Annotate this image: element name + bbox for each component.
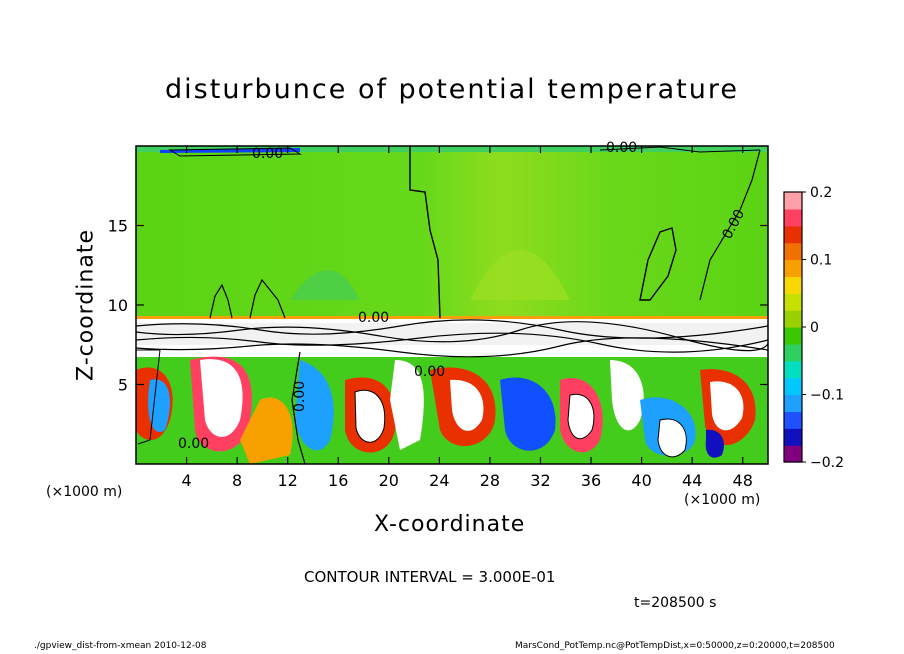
x-tick-label: 12 (278, 471, 298, 490)
x-tick-label: 20 (379, 471, 399, 490)
contour-interval-label: CONTOUR INTERVAL = 3.000E-01 (304, 568, 556, 586)
x-tick-label: 48 (733, 471, 753, 490)
colorbar-swatch (784, 327, 802, 345)
blob (710, 381, 744, 431)
blob (450, 379, 484, 431)
blob (355, 390, 385, 443)
blob (658, 419, 687, 457)
blob (148, 379, 170, 432)
colorbar-swatch (784, 192, 802, 210)
inversion-band-warm (136, 316, 768, 319)
x-tick-label: 28 (480, 471, 500, 490)
x-tick-label: 24 (429, 471, 449, 490)
mixed-top (136, 345, 768, 357)
x-tick-label: 16 (328, 471, 348, 490)
blob (295, 360, 334, 451)
colorbar-swatch (784, 293, 802, 311)
x-tick-label: 44 (682, 471, 702, 490)
y-tick-label: 5 (118, 376, 128, 395)
x-axis: 4 8 12 16 20 24 28 32 36 40 44 48 (181, 146, 753, 490)
chart-title: disturbunce of potential temperature (165, 74, 739, 105)
y-tick-label: 15 (108, 217, 128, 236)
turbulent-layer (136, 323, 768, 345)
colorbar-swatch (784, 343, 802, 362)
contour-label: 0.00 (252, 146, 283, 162)
colorbar-swatch (784, 242, 802, 261)
cool-patch (290, 270, 360, 300)
blob (568, 394, 594, 439)
footer-left: ./gpview_dist-from-xmean 2010-12-08 (34, 641, 207, 651)
x-unit-label-right: (×1000 m) (684, 492, 761, 508)
colorbar-swatch (784, 411, 802, 429)
plot-field (136, 146, 768, 464)
contour-line (599, 146, 761, 153)
colorbar-tick-label: 0.1 (810, 253, 832, 269)
contour-label: 0.00 (606, 140, 637, 156)
contour-line (136, 337, 768, 358)
colorbar-tick-label: −0.2 (810, 455, 844, 471)
colorbar-swatch (784, 445, 802, 463)
blob (610, 360, 644, 431)
top-band (136, 146, 768, 152)
colorbar-tick-label: 0 (810, 320, 819, 336)
blob (390, 360, 424, 450)
contour-label: 0.00 (292, 381, 308, 412)
upper-layer (136, 146, 768, 318)
contour-label: 0.00 (178, 436, 209, 452)
contour-line (354, 389, 386, 443)
colorbar: 0.2 0.1 0 −0.1 −0.2 (783, 185, 844, 471)
x-tick-label: 36 (581, 471, 601, 490)
x-axis-label: X-coordinate (374, 512, 526, 537)
top-cold-streak (160, 148, 300, 153)
colorbar-swatch (784, 394, 802, 412)
colorbar-swatch (784, 259, 802, 277)
contour-line (567, 393, 595, 440)
colorbar-tick-label: −0.1 (810, 388, 844, 404)
time-label: t=208500 s (634, 595, 717, 611)
contour-line (136, 332, 768, 353)
contour-line (291, 351, 306, 464)
colorbar-swatch (784, 310, 802, 328)
colorbar-swatch (784, 377, 802, 396)
contour-line (136, 321, 768, 352)
contour-line (168, 147, 302, 157)
blob (240, 397, 293, 464)
contour-label: 0.00 (358, 310, 389, 326)
contour-line (699, 149, 761, 301)
x-tick-label: 32 (530, 471, 550, 490)
warm-plume (470, 250, 570, 300)
colorbar-swatch (784, 428, 802, 446)
x-tick-label: 40 (631, 471, 651, 490)
contour-line (409, 146, 441, 319)
footer-right: MarsCond_PotTemp.nc@PotTempDist,x=0:5000… (515, 641, 835, 651)
x-tick-label: 4 (181, 471, 191, 490)
colorbar-swatch (784, 208, 802, 227)
colorbar-swatch (784, 360, 802, 379)
colorbar-swatch (784, 225, 802, 244)
blob (500, 377, 556, 451)
blob (200, 359, 243, 437)
colorbar-tick-label: 0.2 (810, 185, 832, 201)
contour-label: 0.00 (414, 364, 445, 380)
inversion-band-white (136, 319, 768, 323)
blob (705, 429, 725, 458)
contour-line (249, 278, 286, 319)
contour-line (639, 227, 677, 301)
contour-line (209, 283, 233, 319)
contour-line (136, 349, 161, 445)
x-unit-label-left: (×1000 m) (46, 484, 123, 500)
contour-line (657, 418, 687, 458)
y-axis: 5 10 15 (108, 217, 768, 395)
y-tick-label: 10 (108, 296, 128, 315)
colorbar-swatch (784, 276, 802, 294)
x-tick-label: 8 (232, 471, 242, 490)
